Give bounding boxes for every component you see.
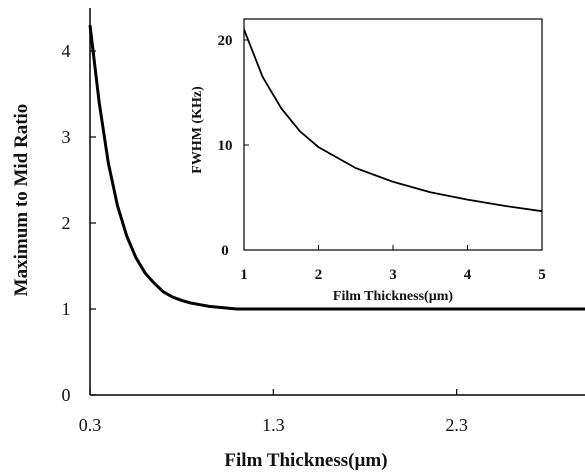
inset-y-tick-label: 20 xyxy=(218,33,233,49)
inset-x-axis-title: Film Thickness(µm) xyxy=(333,289,454,304)
main-series-line xyxy=(88,25,585,311)
main-x-axis-title: Film Thickness(µm) xyxy=(224,450,387,471)
main-x-tick-label: 1.3 xyxy=(262,415,285,435)
main-x-ticks: 0.3 1.3 2.3 xyxy=(79,389,468,435)
inset-y-ticks: 0 10 20 xyxy=(218,33,249,259)
inset-y-axis-title: FWHM (KHz) xyxy=(190,86,205,174)
inset-chart: 0 10 20 1 2 3 4 5 Film Thickness(µm) FWHM (KHz… xyxy=(190,18,546,304)
inset-y-tick-label: 0 xyxy=(221,243,229,259)
main-y-tick-label: 4 xyxy=(62,41,71,61)
main-y-tick-label: 2 xyxy=(62,213,71,233)
main-y-axis-title: Maximum to Mid Ratio xyxy=(11,104,32,297)
inset-x-tick-label: 3 xyxy=(389,267,397,283)
inset-x-ticks: 1 2 3 4 5 xyxy=(240,245,546,283)
main-x-tick-label: 2.3 xyxy=(445,415,468,435)
inset-x-tick-label: 1 xyxy=(240,267,248,283)
inset-series-line xyxy=(243,29,543,213)
inset-x-tick-label: 4 xyxy=(464,267,472,283)
inset-x-tick-label: 2 xyxy=(315,267,323,283)
inset-plot-frame xyxy=(243,18,543,251)
main-x-tick-label: 0.3 xyxy=(79,415,102,435)
main-y-tick-label: 0 xyxy=(62,385,71,405)
main-y-tick-label: 1 xyxy=(62,299,71,319)
main-y-tick-label: 3 xyxy=(62,127,71,147)
inset-y-tick-label: 10 xyxy=(218,138,233,154)
inset-x-tick-label: 5 xyxy=(538,267,546,283)
main-y-ticks: 0 1 2 3 4 xyxy=(62,41,96,405)
